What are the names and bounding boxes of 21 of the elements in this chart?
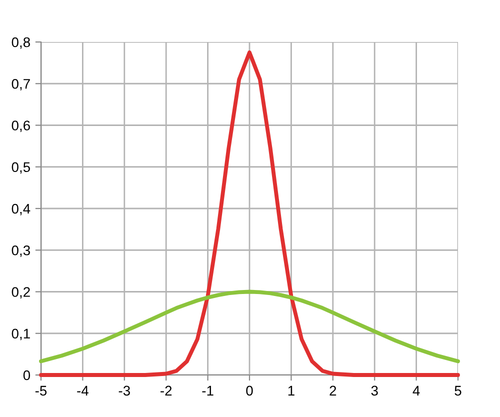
x-tick-label: -4 <box>77 386 88 396</box>
x-tick-label: 4 <box>412 386 420 396</box>
line-series <box>39 290 460 364</box>
y-tick-label: 0,3 <box>12 245 30 257</box>
x-tick-label: -5 <box>35 386 47 396</box>
x-tick-label: -1 <box>202 386 214 396</box>
x-tick-label: 3 <box>371 386 378 396</box>
y-tick-label: 0,5 <box>12 162 30 174</box>
y-tick-label: 0,8 <box>12 37 30 49</box>
x-tick-label: 0 <box>246 386 253 396</box>
y-tick-label: 0,1 <box>12 328 30 340</box>
y-tick-label: 0,4 <box>12 204 30 216</box>
x-tick-label: 1 <box>288 386 294 396</box>
x-tick-label: -2 <box>160 386 172 396</box>
x-tick-label: 2 <box>330 386 336 396</box>
y-tick-label: 0,2 <box>12 287 30 299</box>
y-tick-label: 0,6 <box>12 120 30 132</box>
y-tick-label: 0,7 <box>12 78 30 90</box>
y-tick-label: 0 <box>23 370 30 380</box>
x-tick-label: -3 <box>118 386 130 396</box>
x-tick-label: 5 <box>454 386 462 396</box>
